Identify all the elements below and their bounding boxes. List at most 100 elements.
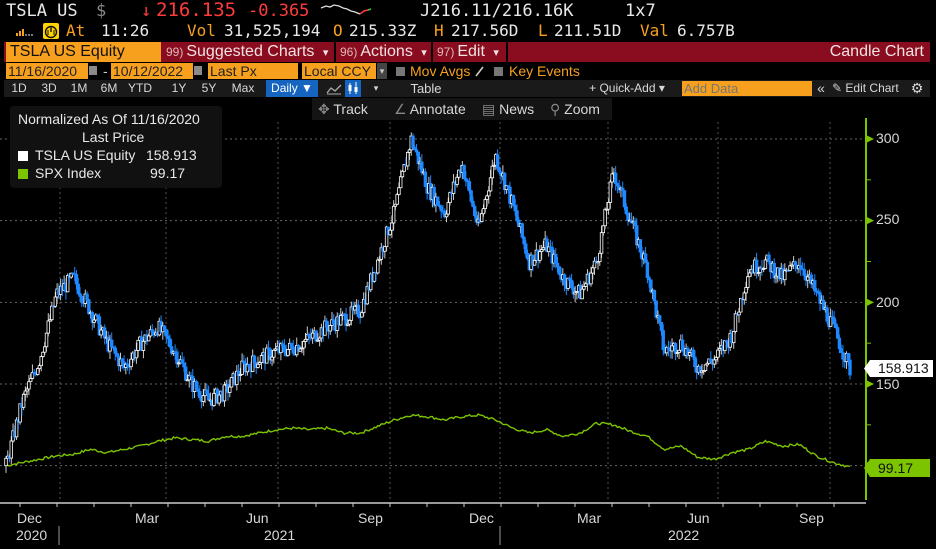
- y-tick-250: 250: [876, 211, 900, 227]
- open-label: O: [333, 21, 343, 40]
- chart-legend: Normalized As Of 11/16/2020 Last Price T…: [10, 106, 222, 188]
- chart-style-dropdown[interactable]: ▾: [373, 83, 379, 93]
- traded-value: 6.757B: [677, 21, 735, 40]
- x-month-jun-2022: Jun: [687, 510, 710, 526]
- value-label: Val: [640, 21, 669, 40]
- quick-add-button[interactable]: + Quick-Add ▾: [589, 81, 665, 95]
- news-label: News: [499, 101, 535, 117]
- currency-symbol: $: [96, 1, 107, 21]
- x-month-jun-2021: Jun: [246, 510, 269, 526]
- actions-menu[interactable]: 96) Actions ▾: [340, 42, 427, 62]
- edit-chart-button[interactable]: ✎ Edit Chart: [832, 80, 908, 97]
- gear-icon[interactable]: ⚙: [910, 80, 924, 96]
- magnifier-icon: ⚲: [550, 101, 561, 117]
- range-max[interactable]: Max: [231, 81, 255, 95]
- mov-avgs-checkbox[interactable]: [396, 67, 405, 76]
- price-field-select[interactable]: Last Px: [208, 63, 298, 79]
- quote-stats: At 11:26 Vol 31,525,194 O 215.33Z H 217.…: [0, 21, 936, 41]
- time-label: At: [66, 21, 86, 40]
- range-1y[interactable]: 1Y: [171, 81, 187, 95]
- end-date-input[interactable]: 10/12/2022: [111, 63, 193, 79]
- high-label: H: [434, 21, 444, 40]
- edit-chart-label: Edit Chart: [845, 81, 899, 95]
- signal-bars-icon: [16, 29, 33, 36]
- edit-menu[interactable]: 97) Edit ▾: [437, 42, 499, 62]
- range-1m[interactable]: 1M: [70, 81, 88, 95]
- x-month-dec-2020: Dec: [17, 510, 42, 526]
- high-price: 217.56D: [451, 21, 519, 40]
- settings-bar: 11/16/2020 - 10/12/2022 Last Px Local CC…: [4, 63, 930, 80]
- range-bar: 1D 3D 1M 6M YTD 1Y 5Y Max Daily ▼ ▾ Tabl…: [4, 80, 930, 97]
- key-events-checkbox[interactable]: [494, 67, 503, 76]
- bid-ask-size: 1x7: [625, 1, 656, 21]
- range-5y[interactable]: 5Y: [201, 81, 217, 95]
- crosshair-icon: ✥: [318, 101, 330, 117]
- last-price-tag: 158.913: [870, 360, 933, 377]
- y-tick-150: 150: [876, 376, 900, 392]
- legend-swatch-spx: [18, 169, 28, 179]
- chevron-down-icon[interactable]: ▾: [377, 63, 387, 79]
- range-ytd[interactable]: YTD: [128, 81, 152, 95]
- pencil-icon[interactable]: [474, 65, 484, 77]
- volume: 31,525,194: [224, 21, 321, 40]
- range-6m[interactable]: 6M: [100, 81, 118, 95]
- suggested-charts-menu[interactable]: 99) Suggested Charts ▾: [166, 42, 328, 62]
- open-price: 215.33Z: [349, 21, 417, 40]
- low-label: L: [538, 21, 548, 40]
- range-3d[interactable]: 3D: [41, 81, 57, 95]
- legend-swatch-tsla: [18, 151, 28, 161]
- menu-bar: TSLA US Equity 99) Suggested Charts ▾ 96)…: [4, 42, 930, 62]
- chevron-down-icon: ▾: [493, 47, 499, 59]
- menu-label: Suggested Charts: [186, 43, 315, 60]
- x-month-sep-2021: Sep: [358, 510, 383, 526]
- menu-number: 97): [437, 45, 455, 59]
- security-input[interactable]: TSLA US Equity: [6, 42, 161, 62]
- quote-line: TSLA US $ ↓ 216.135 -0.365 J216.11/216.1…: [0, 0, 936, 22]
- date-separator: -: [103, 63, 108, 79]
- last-price: 216.135: [156, 0, 237, 21]
- frequency-select[interactable]: Daily ▼: [266, 80, 318, 97]
- news-icon: ▤: [482, 101, 496, 117]
- add-data-input[interactable]: [682, 81, 812, 96]
- ticker: TSLA US: [6, 1, 78, 21]
- calendar-icon[interactable]: [194, 66, 202, 75]
- table-button[interactable]: Table: [410, 81, 442, 96]
- start-date-input[interactable]: 11/16/2020: [6, 63, 88, 79]
- y-tick-300: 300: [876, 130, 900, 146]
- calendar-icon[interactable]: [89, 66, 97, 75]
- zoom-button[interactable]: ⚲ Zoom: [550, 98, 600, 120]
- volume-label: Vol: [187, 21, 216, 40]
- gauge-icon[interactable]: [43, 23, 59, 39]
- chevron-down-icon: ▾: [421, 47, 427, 59]
- x-month-mar-2022: Mar: [577, 510, 602, 526]
- x-year-2021: 2021: [264, 527, 296, 543]
- x-month-mar-2021: Mar: [135, 510, 160, 526]
- annotate-button[interactable]: ∠ Annotate: [394, 98, 466, 120]
- track-label: Track: [333, 101, 368, 117]
- menu-number: 99): [166, 45, 184, 59]
- collapse-button[interactable]: «: [817, 80, 825, 96]
- spx-price-tag: 99.17: [870, 459, 930, 477]
- track-button[interactable]: ✥ Track: [318, 98, 368, 120]
- currency-select[interactable]: Local CCY: [302, 63, 376, 79]
- sparkline-icon: [320, 4, 372, 15]
- key-events-label: Key Events: [509, 63, 580, 79]
- menu-label: Actions: [360, 43, 413, 60]
- line-chart-icon[interactable]: [326, 83, 342, 95]
- chevron-down-icon: ▾: [322, 47, 329, 59]
- news-button[interactable]: ▤ News: [482, 98, 534, 120]
- legend-name-spx: SPX Index: [35, 165, 102, 181]
- last-trade-time: 11:26: [101, 21, 150, 40]
- legend-title: Normalized As Of 11/16/2020: [18, 111, 200, 127]
- candle-chart-icon[interactable]: [345, 80, 361, 97]
- down-arrow-icon: ↓: [141, 1, 152, 21]
- pencil-icon: ✎: [832, 81, 843, 95]
- legend-value-spx: 99.17: [150, 165, 186, 181]
- low-price: 211.51D: [554, 21, 622, 40]
- x-month-dec-2021: Dec: [469, 510, 494, 526]
- bid-ask: J216.11/216.16K: [420, 1, 574, 21]
- legend-subtitle: Last Price: [82, 129, 145, 145]
- legend-name-tsla: TSLA US Equity: [35, 147, 136, 163]
- range-1d[interactable]: 1D: [11, 81, 27, 95]
